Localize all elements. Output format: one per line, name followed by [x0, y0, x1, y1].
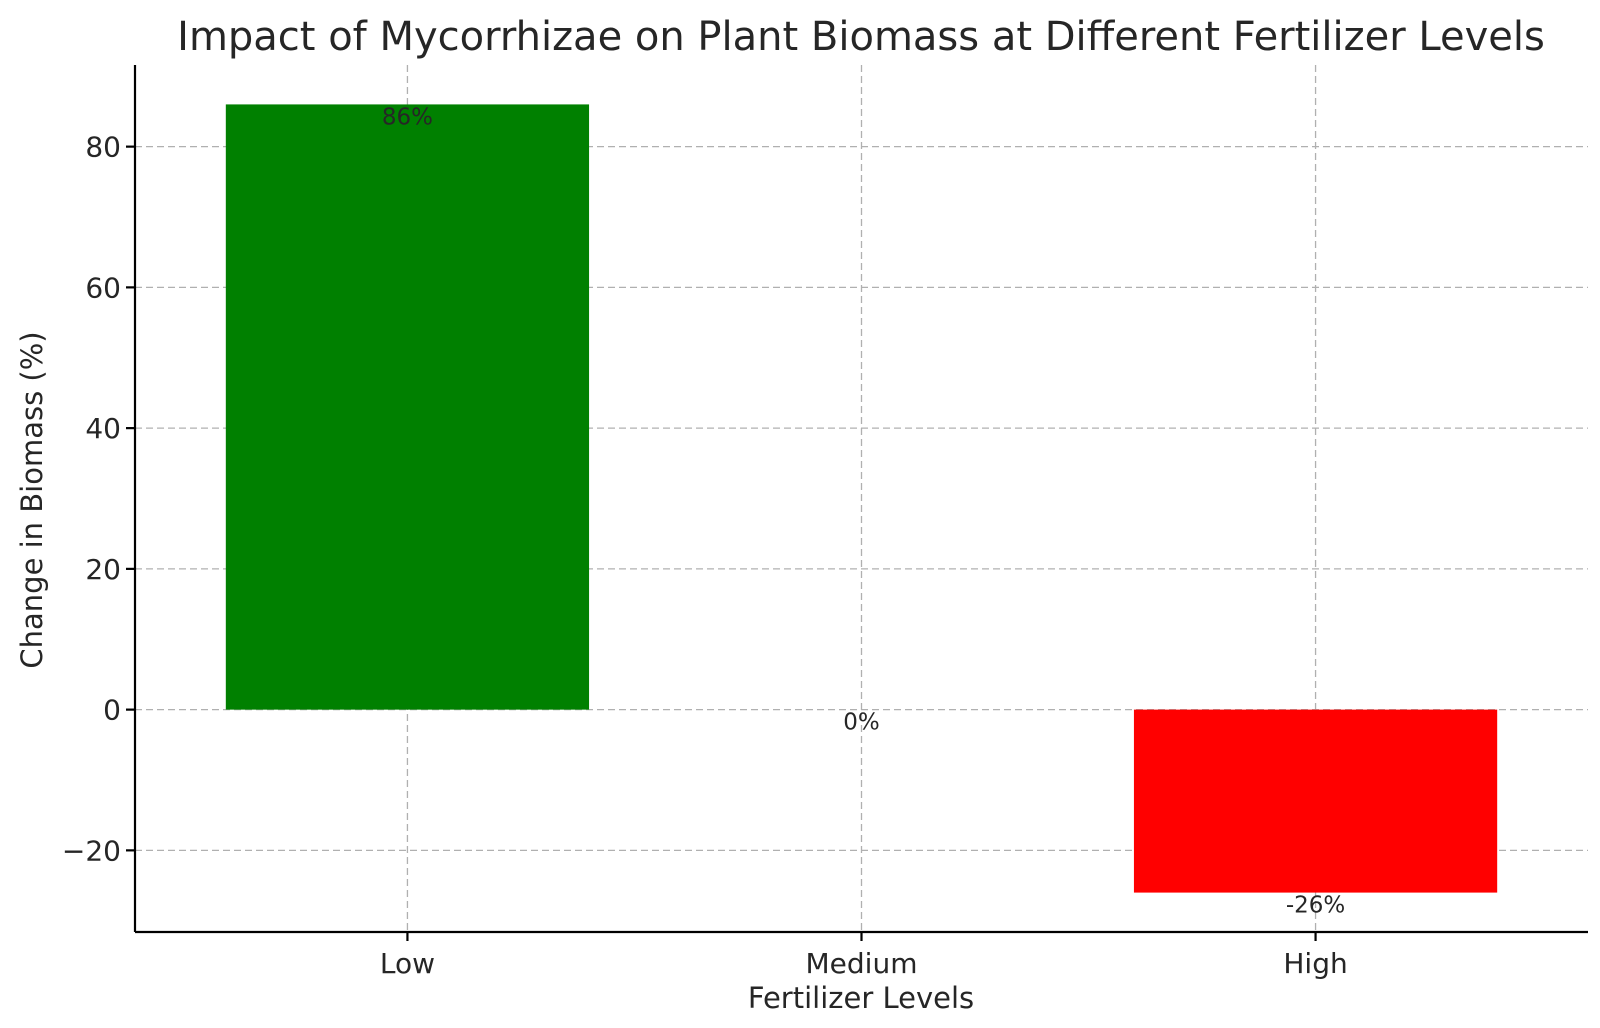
data-label-high: -26% — [1286, 893, 1345, 919]
bar-high — [1133, 709, 1498, 893]
y-tick-label: 20 — [85, 553, 121, 586]
chart-title: Impact of Mycorrhizae on Plant Biomass a… — [177, 14, 1545, 60]
y-tick-label: 60 — [85, 271, 121, 304]
y-tick-label: 0 — [103, 694, 121, 727]
y-tick-label: 80 — [85, 131, 121, 164]
data-labels: 86% 0% -26% — [382, 104, 1345, 918]
y-tick-label: −20 — [62, 834, 121, 867]
y-axis-label: Change in Biomass (%) — [15, 331, 49, 668]
y-tick-label: 40 — [85, 412, 121, 445]
x-tick-label: Low — [380, 947, 435, 980]
tick-labels: −20 0 20 40 60 80 Low Medium High — [62, 131, 1348, 980]
x-tick-label: High — [1283, 947, 1347, 980]
bars — [225, 104, 1498, 893]
x-tick-label: Medium — [806, 947, 918, 980]
data-label-medium: 0% — [843, 710, 880, 736]
data-label-low: 86% — [382, 104, 433, 130]
bar-low — [225, 104, 590, 710]
axes — [126, 65, 1588, 941]
x-axis-label: Fertilizer Levels — [748, 981, 974, 1015]
